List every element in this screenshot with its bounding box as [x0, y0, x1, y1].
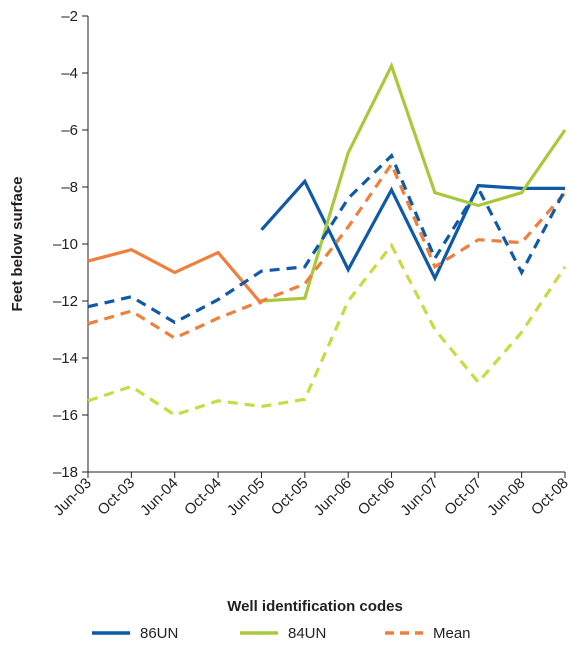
x-tick-label: Jun-03 [50, 475, 94, 519]
legend-label-86un: 86UN [140, 625, 178, 642]
y-tick-label: –6 [61, 122, 78, 139]
x-tick-label: Oct-06 [355, 475, 399, 519]
x-axis-title: Well identification codes [227, 598, 403, 615]
x-tick-label: Oct-03 [94, 475, 138, 519]
series-line-141u-87u [87, 242, 567, 417]
y-tick-label: –14 [53, 350, 78, 367]
x-tick-label: Oct-08 [528, 475, 571, 519]
x-tick-label: Oct-04 [181, 475, 225, 519]
legend-label-mean: Mean [433, 625, 471, 642]
y-axis-title: Feet below surface [9, 176, 26, 311]
series-lines [87, 61, 567, 417]
y-tick-label: –4 [61, 65, 78, 82]
y-tick-label: –16 [53, 407, 78, 424]
legend: 86UN84UNMean140U/96U142U/88U141U/87U [92, 625, 471, 642]
x-tick-label: Jun-08 [484, 475, 528, 519]
y-axis-ticks: –2 –4 –6 –8 –10 –12 –14 –16 –18 [53, 8, 88, 481]
series-line-86un [260, 178, 565, 282]
x-tick-label: Jun-06 [311, 475, 355, 519]
x-tick-label: Jun-04 [137, 475, 181, 519]
legend-label-84un: 84UN [288, 625, 326, 642]
chart-axes [87, 16, 565, 473]
series-line-142u-88u [87, 152, 567, 325]
x-tick-label: Oct-07 [441, 475, 485, 519]
y-tick-label: –12 [53, 293, 78, 310]
y-tick-label: –8 [61, 179, 78, 196]
y-tick-label: –10 [53, 236, 78, 253]
y-tick-label: –2 [61, 8, 78, 25]
series-line-140u-96u [87, 247, 263, 305]
series-line-mean [87, 160, 567, 340]
y-tick-label: –18 [53, 464, 78, 481]
x-tick-label: Oct-05 [268, 475, 312, 519]
x-tick-label: Jun-07 [397, 475, 441, 519]
series-line-84un [261, 61, 567, 303]
x-tick-label: Jun-05 [224, 475, 268, 519]
